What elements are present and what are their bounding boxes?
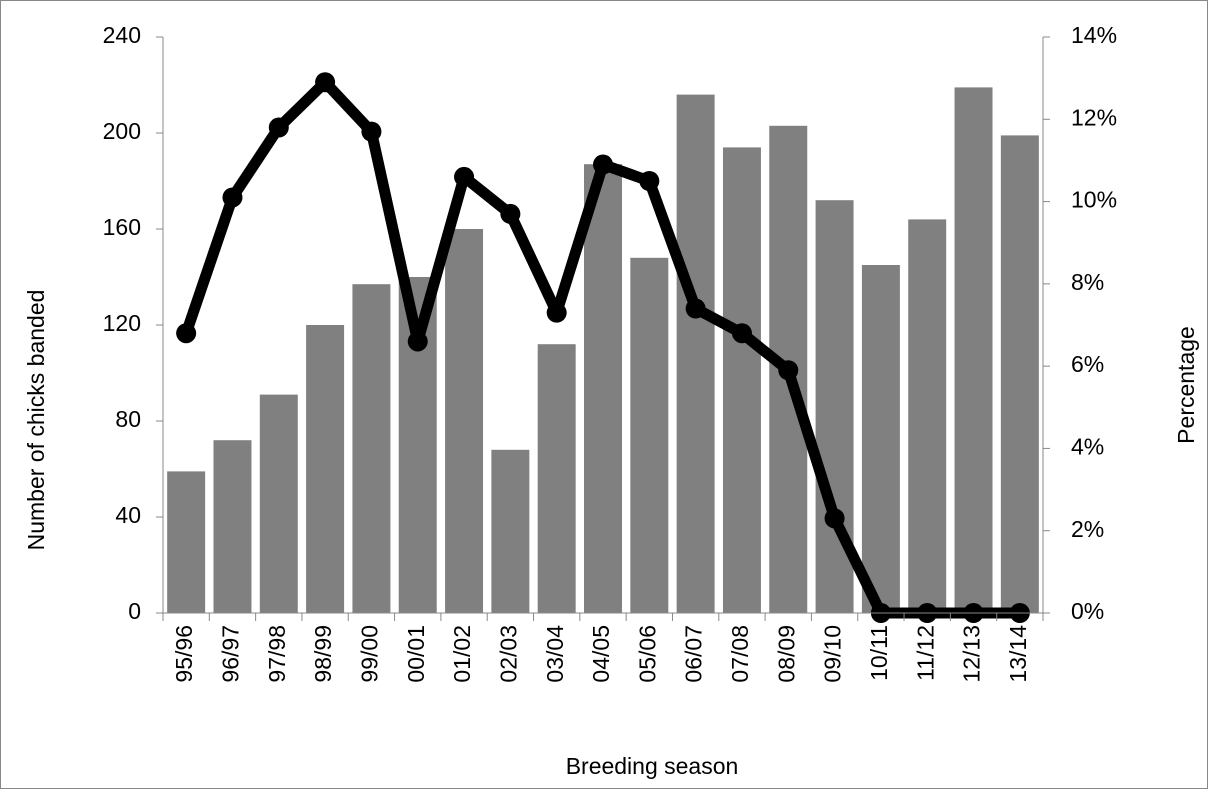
y-tick-label: 120: [103, 310, 141, 336]
bar: [213, 440, 252, 613]
line-point: [176, 323, 197, 344]
y2-tick-label: 4%: [1071, 434, 1104, 460]
x-tick-label: 97/98: [264, 625, 290, 683]
y-tick-label: 40: [115, 502, 141, 528]
x-axis-title: Breeding season: [566, 753, 739, 779]
x-tick-label: 05/06: [634, 625, 660, 683]
bar: [584, 164, 622, 613]
x-tick-label: 09/10: [820, 625, 846, 683]
x-tick-label: 13/14: [1005, 625, 1031, 683]
bar: [537, 344, 576, 613]
y-tick-label: 160: [103, 214, 141, 240]
bar: [908, 219, 947, 613]
x-tick-label: 96/97: [218, 625, 244, 683]
line-point: [315, 72, 336, 93]
x-tick-label: 02/03: [495, 625, 521, 683]
y2-tick-label: 0%: [1071, 598, 1104, 624]
y2-tick-label: 8%: [1071, 269, 1104, 295]
y2-tick-label: 14%: [1071, 22, 1117, 48]
line-point: [500, 203, 521, 224]
bar: [1000, 135, 1039, 613]
x-tick-label: 01/02: [449, 625, 475, 683]
x-tick-label: 07/08: [727, 625, 753, 683]
bar: [722, 147, 761, 613]
y-axis-title: Number of chicks banded: [23, 290, 49, 551]
x-tick-label: 06/07: [681, 625, 707, 683]
line-point: [454, 166, 475, 187]
y2-tick-label: 2%: [1071, 516, 1104, 542]
bar: [306, 325, 345, 613]
line-point: [685, 298, 706, 319]
bar: [630, 257, 669, 613]
line-point: [222, 187, 243, 208]
x-tick-label: 99/00: [356, 625, 382, 683]
y-tick-label: 240: [103, 22, 141, 48]
y2-tick-label: 6%: [1071, 351, 1104, 377]
bar: [954, 87, 993, 613]
y-tick-label: 0: [128, 598, 141, 624]
line-point: [407, 331, 428, 352]
line-point: [546, 302, 567, 323]
y-tick-label: 80: [115, 406, 141, 432]
line-point: [361, 121, 382, 142]
line-point: [639, 171, 660, 191]
line-point: [778, 360, 799, 381]
bar: [352, 284, 391, 613]
y2-axis-title: Percentage: [1173, 326, 1199, 444]
bar: [491, 449, 530, 613]
x-tick-label: 98/99: [310, 625, 336, 683]
line-point: [593, 154, 613, 175]
x-tick-label: 10/11: [866, 625, 892, 681]
line-point: [731, 323, 752, 344]
line-point: [268, 117, 289, 138]
y2-tick-label: 10%: [1071, 187, 1117, 213]
x-tick-label: 00/01: [403, 625, 429, 683]
x-tick-label: 03/04: [542, 625, 568, 683]
bar: [676, 94, 715, 614]
x-tick-label: 95/96: [171, 625, 197, 683]
y-tick-label: 200: [103, 118, 141, 144]
x-tick-label: 12/13: [959, 625, 985, 683]
bar: [445, 229, 484, 613]
x-tick-label: 04/05: [588, 625, 614, 683]
y2-tick-label: 12%: [1071, 104, 1117, 130]
line-point: [824, 508, 845, 529]
x-tick-label: 11/12: [912, 625, 938, 681]
x-tick-label: 08/09: [773, 625, 799, 683]
bar: [167, 471, 206, 613]
bar: [259, 394, 298, 613]
bar: [861, 265, 900, 613]
